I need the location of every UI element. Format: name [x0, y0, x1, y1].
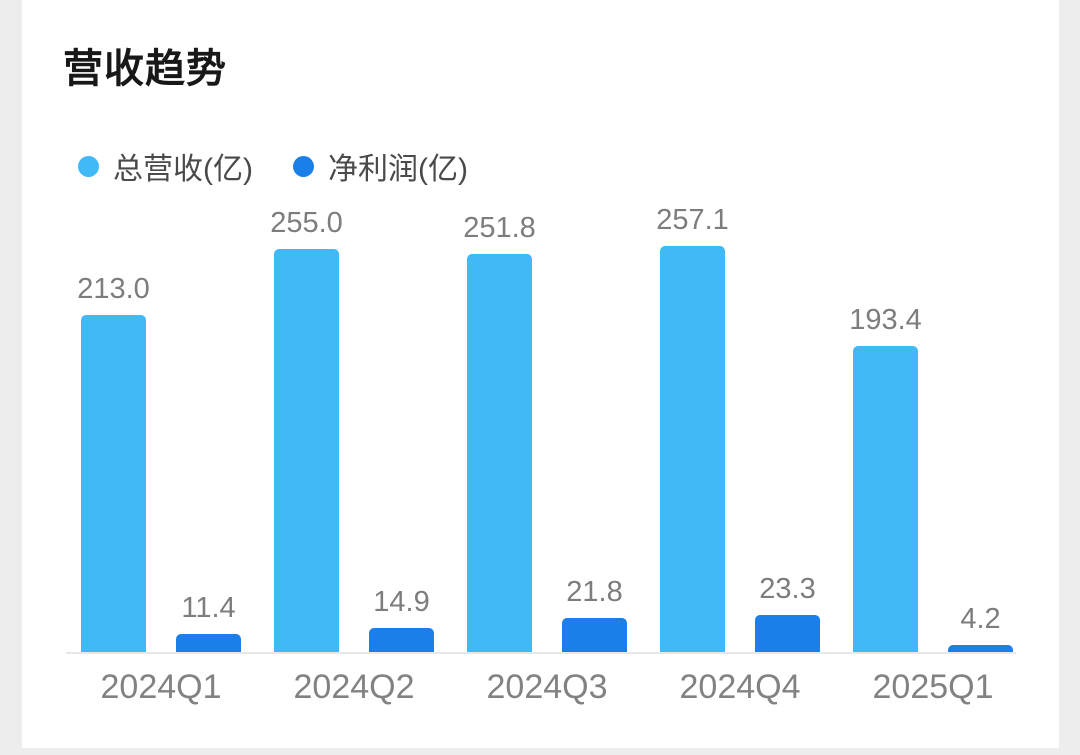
legend-label-net-profit: 净利润(亿)	[327, 153, 468, 186]
bar-profit-2025Q1[interactable]	[948, 645, 1013, 652]
legend-dot-total-revenue-icon	[78, 155, 99, 177]
chart-legend: 总营收(亿) 净利润(亿)	[78, 144, 468, 188]
bar-profit-2024Q2[interactable]	[369, 628, 434, 652]
value-label-revenue-2024Q3: 251.8	[463, 212, 536, 245]
value-label-revenue-2024Q1: 213.0	[77, 273, 150, 306]
chart-title: 营收趋势	[63, 47, 227, 91]
value-label-profit-2024Q2: 14.9	[373, 586, 430, 619]
bar-profit-2024Q3[interactable]	[562, 617, 627, 652]
x-axis-label-2024Q2: 2024Q2	[293, 668, 415, 706]
x-axis-label-2024Q3: 2024Q3	[486, 668, 608, 706]
bar-profit-2024Q1[interactable]	[176, 633, 241, 652]
value-label-profit-2024Q1: 11.4	[181, 591, 236, 624]
value-label-revenue-2025Q1: 193.4	[849, 304, 922, 337]
x-axis-label-2024Q1: 2024Q1	[100, 668, 222, 706]
bar-revenue-2024Q2[interactable]	[274, 249, 339, 652]
legend-dot-net-profit-icon	[292, 155, 314, 177]
value-label-revenue-2024Q2: 255.0	[270, 207, 343, 240]
value-label-profit-2024Q3: 21.8	[566, 575, 623, 608]
plot-area: 213.0 11.4 2024Q1 255.0 14.9 2024Q2 251.8 21.8 2…	[22, 0, 1059, 748]
bar-profit-2024Q4[interactable]	[755, 615, 820, 652]
value-label-revenue-2024Q4: 257.1	[656, 203, 729, 236]
value-label-profit-2024Q4: 23.3	[759, 573, 816, 606]
bar-revenue-2024Q1[interactable]	[81, 315, 146, 652]
x-axis-label-2025Q1: 2025Q1	[872, 668, 994, 706]
x-axis-line	[66, 652, 1016, 654]
bar-revenue-2025Q1[interactable]	[853, 346, 918, 652]
revenue-trend-card: 营收趋势 总营收(亿) 净利润(亿) 213.0 11.4 2024Q1 255.0 1…	[22, 0, 1059, 748]
bar-revenue-2024Q3[interactable]	[467, 254, 532, 652]
legend-label-total-revenue: 总营收(亿)	[113, 153, 253, 186]
x-axis-label-2024Q4: 2024Q4	[679, 668, 801, 706]
legend-item-net-profit[interactable]: 净利润(亿)	[292, 144, 468, 188]
value-label-profit-2025Q1: 4.2	[960, 603, 1001, 636]
legend-item-total-revenue[interactable]: 总营收(亿)	[78, 144, 253, 188]
bar-revenue-2024Q4[interactable]	[660, 245, 725, 652]
